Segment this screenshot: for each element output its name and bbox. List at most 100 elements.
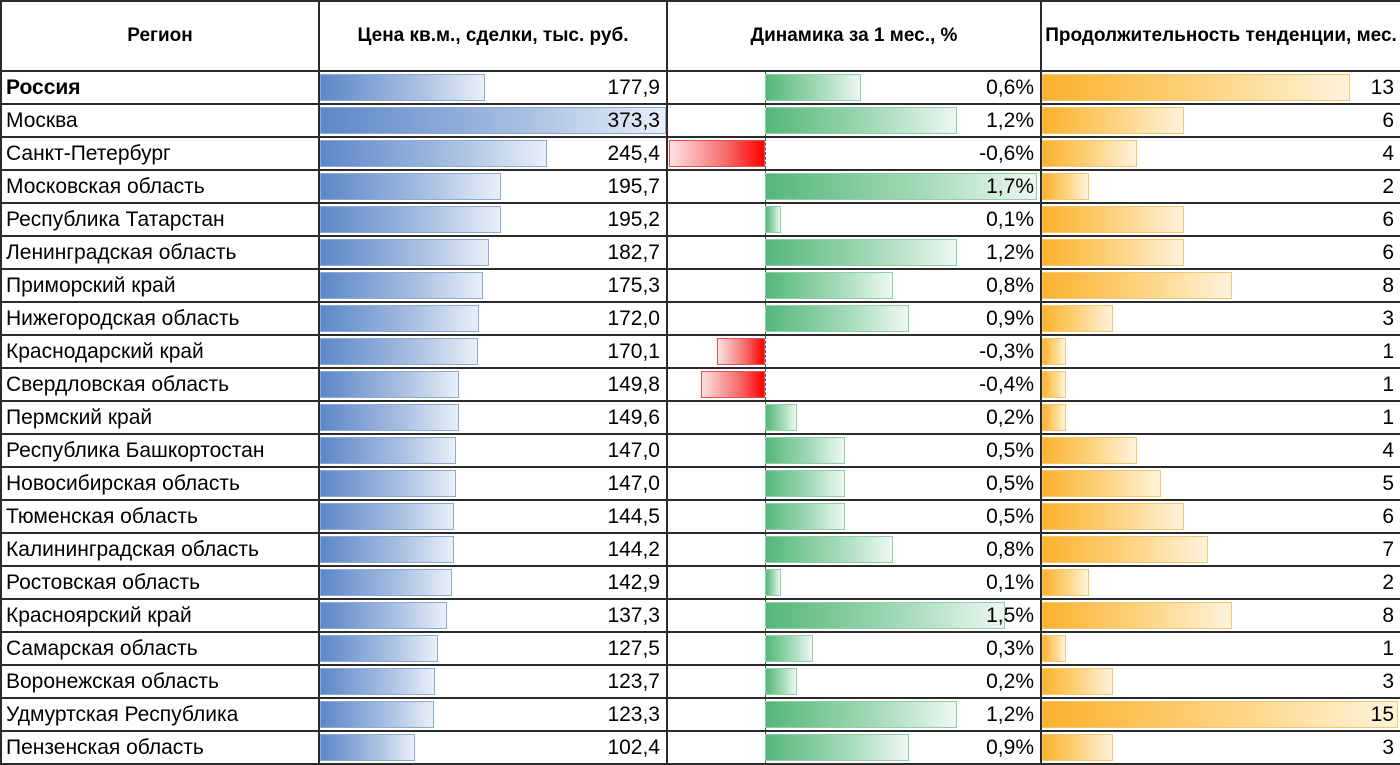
price-data-bar	[321, 305, 479, 332]
price-value: 195,2	[607, 208, 660, 231]
dynamics-cell: 0,6%	[666, 70, 1042, 105]
price-cell: 137,3	[318, 598, 668, 633]
price-data-bar	[321, 437, 456, 464]
region-name: Удмуртская Республика	[6, 703, 239, 726]
dynamics-data-bar	[765, 107, 957, 134]
duration-value: 1	[1382, 340, 1394, 363]
duration-data-bar	[1043, 536, 1208, 563]
price-data-bar	[321, 635, 438, 662]
dynamics-value: -0,4%	[979, 373, 1034, 396]
region-cell: Республика Татарстан	[0, 202, 320, 237]
price-data-bar	[321, 536, 454, 563]
dynamics-cell: 1,5%	[666, 598, 1042, 633]
region-name: Нижегородская область	[6, 307, 240, 330]
duration-cell: 8	[1040, 598, 1400, 633]
duration-value: 3	[1382, 307, 1394, 330]
region-cell: Приморский край	[0, 268, 320, 303]
dynamics-data-bar	[765, 668, 797, 695]
price-cell: 182,7	[318, 235, 668, 270]
region-cell: Новосибирская область	[0, 466, 320, 501]
region-name: Московская область	[6, 175, 205, 198]
price-cell: 144,5	[318, 499, 668, 534]
duration-cell: 15	[1040, 697, 1400, 732]
price-value: 147,0	[607, 439, 660, 462]
price-cell: 123,7	[318, 664, 668, 699]
duration-data-bar	[1043, 404, 1066, 431]
duration-value: 1	[1382, 406, 1394, 429]
price-value: 182,7	[607, 241, 660, 264]
price-data-bar	[321, 404, 459, 431]
duration-data-bar	[1043, 503, 1184, 530]
duration-data-bar	[1043, 734, 1113, 761]
dynamics-data-bar	[765, 569, 781, 596]
dynamics-data-bar	[765, 305, 909, 332]
dynamics-value: 0,6%	[986, 76, 1034, 99]
duration-value: 4	[1382, 142, 1394, 165]
dynamics-data-bar	[765, 635, 813, 662]
dynamics-cell: 0,5%	[666, 433, 1042, 468]
duration-data-bar	[1043, 668, 1113, 695]
header-dynamics: Динамика за 1 мес., %	[666, 0, 1042, 72]
price-value: 170,1	[607, 340, 660, 363]
price-cell: 175,3	[318, 268, 668, 303]
dynamics-value: 0,8%	[986, 274, 1034, 297]
duration-cell: 3	[1040, 664, 1400, 699]
price-cell: 144,2	[318, 532, 668, 567]
duration-data-bar	[1043, 635, 1066, 662]
price-value: 149,8	[607, 373, 660, 396]
price-cell: 147,0	[318, 433, 668, 468]
duration-cell: 3	[1040, 730, 1400, 765]
price-value: 147,0	[607, 472, 660, 495]
region-name: Ленинградская область	[6, 241, 237, 264]
dynamics-zero-axis	[765, 337, 766, 366]
duration-value: 6	[1382, 505, 1394, 528]
dynamics-value: 1,2%	[986, 109, 1034, 132]
duration-cell: 4	[1040, 136, 1400, 171]
duration-data-bar	[1043, 569, 1089, 596]
price-value: 127,5	[607, 637, 660, 660]
region-name: Москва	[6, 109, 78, 132]
duration-value: 6	[1382, 241, 1394, 264]
price-value: 245,4	[607, 142, 660, 165]
duration-value: 7	[1382, 538, 1394, 561]
duration-value: 15	[1370, 703, 1394, 726]
price-value: 177,9	[607, 76, 660, 99]
dynamics-data-bar	[765, 239, 957, 266]
price-data-bar	[321, 173, 501, 200]
region-cell: Свердловская область	[0, 367, 320, 402]
duration-cell: 4	[1040, 433, 1400, 468]
table-row: Краснодарский край 170,1 -0,3% 1	[0, 334, 1400, 369]
region-name: Ростовская область	[6, 571, 201, 594]
table-row: Свердловская область 149,8 -0,4% 1	[0, 367, 1400, 402]
price-cell: 245,4	[318, 136, 668, 171]
price-data-bar	[321, 503, 454, 530]
price-value: 149,6	[607, 406, 660, 429]
duration-data-bar	[1043, 701, 1398, 728]
region-name: Свердловская область	[6, 373, 230, 396]
dynamics-data-bar	[765, 173, 1037, 200]
duration-cell: 2	[1040, 565, 1400, 600]
duration-data-bar	[1043, 305, 1113, 332]
dynamics-data-bar	[765, 206, 781, 233]
duration-value: 13	[1370, 76, 1394, 99]
dynamics-cell: 0,8%	[666, 532, 1042, 567]
price-cell: 195,2	[318, 202, 668, 237]
price-value: 142,9	[607, 571, 660, 594]
duration-cell: 7	[1040, 532, 1400, 567]
region-name: Калининградская область	[6, 538, 259, 561]
price-value: 123,3	[607, 703, 660, 726]
duration-cell: 6	[1040, 235, 1400, 270]
dynamics-value: 1,2%	[986, 703, 1034, 726]
dynamics-value: 0,9%	[986, 307, 1034, 330]
price-value: 172,0	[607, 307, 660, 330]
table-row: Воронежская область 123,7 0,2% 3	[0, 664, 1400, 699]
region-cell: Воронежская область	[0, 664, 320, 699]
duration-cell: 5	[1040, 466, 1400, 501]
price-cell: 149,6	[318, 400, 668, 435]
price-data-bar	[321, 668, 435, 695]
duration-cell: 2	[1040, 169, 1400, 204]
dynamics-cell: 0,8%	[666, 268, 1042, 303]
region-name: Красноярский край	[6, 604, 192, 627]
dynamics-value: 0,1%	[986, 571, 1034, 594]
dynamics-value: 0,8%	[986, 538, 1034, 561]
